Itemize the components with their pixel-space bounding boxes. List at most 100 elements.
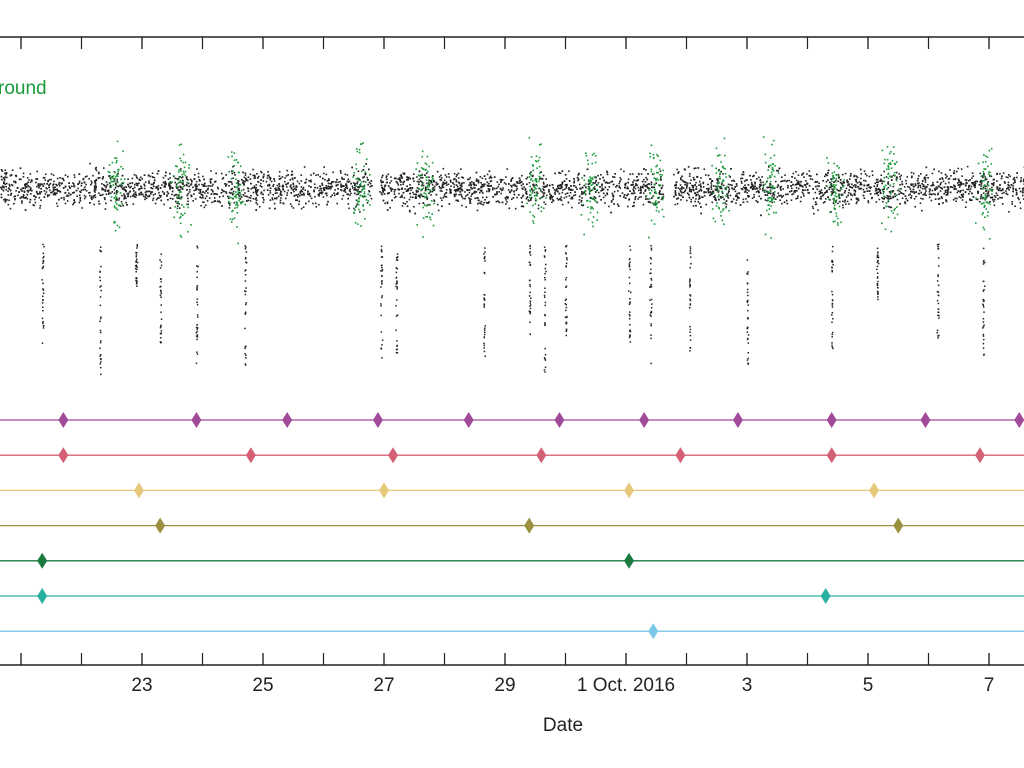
scatter-point-778 [753, 186, 755, 188]
scatter-point-1256 [463, 182, 465, 184]
scatter-point-4845 [655, 165, 657, 168]
scatter-point-3780 [66, 175, 69, 178]
scatter-point-306 [767, 166, 770, 168]
scatter-point-1143 [347, 203, 350, 205]
scatter-point-2596 [952, 178, 955, 181]
scatter-point-4982 [771, 163, 774, 166]
scatter-point-3379 [129, 186, 131, 189]
scatter-point-3322 [604, 186, 607, 189]
scatter-point-3564 [513, 183, 516, 186]
scatter-point-3703 [1003, 181, 1006, 183]
scatter-point-2648 [911, 191, 914, 193]
scatter-point-2333 [617, 190, 619, 192]
scatter-point-4018 [581, 191, 583, 193]
scatter-point-3090 [583, 184, 586, 187]
scatter-point-2990 [252, 191, 255, 194]
scatter-point-4950 [718, 177, 721, 180]
scatter-point-4457 [110, 180, 112, 183]
scatter-point-2558 [469, 176, 472, 179]
scatter-point-4344 [260, 191, 263, 194]
scatter-point-471 [82, 178, 84, 181]
scatter-point-1074 [271, 198, 274, 201]
scatter-point-4761 [538, 165, 541, 168]
scatter-point-124 [506, 197, 509, 200]
scatter-point-3207 [559, 198, 562, 200]
scatter-point-2854 [242, 180, 245, 182]
scatter-point-2894 [453, 186, 455, 188]
scatter-point-849 [7, 203, 10, 206]
scatter-point-4616 [360, 225, 362, 227]
scatter-point-4540 [235, 159, 238, 161]
scatter-point-4467 [122, 181, 125, 184]
scatter-point-2408 [313, 183, 316, 186]
scatter-point-489 [346, 187, 349, 190]
scatter-point-4864 [659, 184, 662, 186]
scatter-point-3482 [780, 185, 783, 188]
scatter-point-4213 [168, 184, 170, 187]
scatter-point-4167 [526, 183, 528, 186]
scatter-point-3812 [159, 187, 162, 189]
scatter-point-2714 [816, 188, 819, 191]
scatter-point-4462 [115, 160, 118, 162]
scatter-point-4266 [946, 186, 949, 188]
scatter-point-4523 [175, 185, 178, 187]
scatter-point-1152 [561, 203, 564, 206]
scatter-point-4443 [115, 207, 118, 210]
scatter-point-4732 [539, 188, 542, 190]
scatter-point-3676 [910, 197, 912, 199]
scatter-point-128 [56, 192, 58, 194]
scatter-point-4303 [809, 175, 812, 177]
scatter-point-4217 [857, 197, 859, 200]
scatter-point-2598 [176, 178, 179, 180]
scatter-point-3765 [946, 193, 949, 196]
scatter-point-4190 [532, 184, 534, 186]
scatter-point-3236 [585, 186, 587, 188]
scatter-point-2481 [222, 189, 224, 192]
scatter-point-82 [500, 189, 503, 192]
scatter-point-3945 [945, 199, 947, 201]
scatter-point-1107 [561, 182, 564, 185]
scatter-points [0, 136, 1024, 376]
scatter-point-904 [699, 183, 702, 185]
scatter-point-412 [681, 179, 684, 182]
scatter-point-2580 [546, 185, 548, 188]
scatter-point-2502 [581, 197, 583, 199]
scatter-point-4690 [426, 176, 428, 179]
scatter-point-4129 [0, 196, 3, 199]
scatter-point-4945 [725, 188, 728, 191]
scatter-point-4609 [353, 171, 356, 174]
scatter-point-4620 [367, 193, 370, 196]
scatter-point-4189 [947, 188, 950, 190]
scatter-point-4850 [659, 159, 662, 162]
scatter-point-3332 [367, 179, 370, 181]
scatter-point-3513 [171, 190, 174, 193]
scatter-point-4052 [40, 187, 42, 190]
scatter-point-2546 [648, 183, 650, 185]
scatter-point-4369 [855, 197, 858, 200]
scatter-point-3845 [1022, 178, 1024, 181]
scatter-point-2662 [418, 178, 421, 181]
scatter-point-1120 [473, 191, 475, 194]
scatter-point-3880 [922, 184, 925, 186]
scatter-point-4699 [422, 206, 425, 209]
scatter-point-3365 [241, 201, 243, 203]
scatter-point-4325 [937, 192, 940, 195]
scatter-point-3189 [1022, 189, 1024, 192]
scatter-point-976 [958, 196, 961, 198]
scatter-point-4619 [356, 199, 359, 202]
scatter-point-155 [14, 180, 17, 183]
scatter-point-1287 [693, 167, 695, 170]
scatter-point-4854 [661, 173, 664, 176]
scatter-point-3622 [58, 198, 60, 201]
scatter-point-4899 [721, 219, 724, 222]
scatter-point-378 [750, 178, 752, 181]
scatter-point-3690 [1007, 186, 1010, 189]
scatter-point-722 [715, 199, 717, 202]
scatter-point-4663 [420, 194, 423, 197]
scatter-point-4695 [432, 224, 435, 227]
scatter-point-4906 [716, 202, 718, 204]
scatter-point-186 [779, 199, 781, 202]
scatter-point-1197 [896, 176, 898, 178]
scatter-point-965 [412, 191, 414, 194]
scatter-point-3485 [513, 190, 515, 193]
